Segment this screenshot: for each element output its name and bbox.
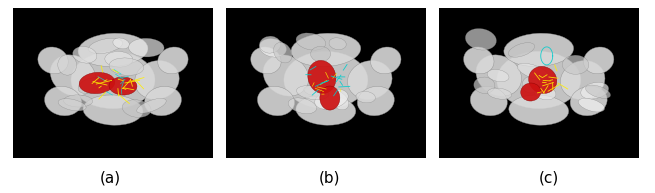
Ellipse shape — [504, 33, 574, 67]
Ellipse shape — [158, 47, 188, 74]
Ellipse shape — [571, 86, 607, 116]
Ellipse shape — [38, 47, 68, 74]
Ellipse shape — [128, 38, 164, 57]
Ellipse shape — [561, 61, 605, 99]
Ellipse shape — [348, 61, 392, 99]
Ellipse shape — [320, 86, 340, 110]
Ellipse shape — [496, 51, 581, 109]
Text: (c): (c) — [539, 170, 559, 185]
Ellipse shape — [308, 60, 336, 93]
Ellipse shape — [58, 55, 77, 75]
Ellipse shape — [474, 77, 495, 93]
Ellipse shape — [563, 55, 589, 74]
Ellipse shape — [358, 86, 394, 116]
Ellipse shape — [314, 89, 348, 109]
Text: (a): (a) — [100, 170, 121, 185]
Ellipse shape — [487, 88, 512, 99]
Ellipse shape — [105, 52, 133, 67]
Ellipse shape — [78, 33, 148, 67]
Ellipse shape — [310, 46, 331, 62]
Ellipse shape — [476, 55, 521, 96]
Ellipse shape — [137, 98, 166, 113]
Ellipse shape — [259, 36, 280, 53]
Ellipse shape — [534, 86, 556, 100]
Ellipse shape — [109, 77, 137, 95]
Ellipse shape — [508, 43, 534, 57]
Ellipse shape — [296, 33, 326, 50]
Ellipse shape — [487, 69, 509, 82]
Ellipse shape — [470, 86, 507, 116]
Ellipse shape — [259, 39, 286, 57]
Ellipse shape — [297, 86, 329, 100]
Ellipse shape — [50, 55, 96, 96]
Ellipse shape — [522, 76, 539, 93]
Ellipse shape — [291, 33, 361, 67]
Ellipse shape — [356, 91, 375, 103]
Ellipse shape — [58, 99, 86, 111]
Text: (b): (b) — [319, 170, 340, 185]
Ellipse shape — [88, 38, 122, 54]
Ellipse shape — [584, 47, 614, 74]
Ellipse shape — [517, 63, 549, 80]
Ellipse shape — [284, 51, 368, 109]
Ellipse shape — [371, 47, 401, 74]
Ellipse shape — [113, 38, 130, 49]
Ellipse shape — [329, 91, 348, 110]
Ellipse shape — [581, 82, 608, 99]
Ellipse shape — [109, 58, 143, 75]
Ellipse shape — [45, 86, 81, 116]
Ellipse shape — [263, 55, 309, 96]
Ellipse shape — [83, 95, 143, 125]
Ellipse shape — [304, 85, 331, 97]
Ellipse shape — [509, 95, 569, 125]
Ellipse shape — [529, 66, 557, 93]
Ellipse shape — [71, 51, 155, 109]
Ellipse shape — [145, 86, 181, 116]
Ellipse shape — [73, 47, 97, 63]
Ellipse shape — [465, 29, 496, 50]
Ellipse shape — [296, 95, 356, 125]
Ellipse shape — [251, 47, 281, 74]
Ellipse shape — [257, 86, 294, 116]
Ellipse shape — [78, 78, 103, 94]
Ellipse shape — [135, 61, 179, 99]
Ellipse shape — [274, 42, 292, 63]
Ellipse shape — [464, 47, 494, 74]
Ellipse shape — [586, 85, 610, 98]
Ellipse shape — [122, 100, 151, 117]
Ellipse shape — [64, 95, 92, 107]
Ellipse shape — [79, 72, 115, 94]
Ellipse shape — [578, 98, 605, 112]
Ellipse shape — [288, 98, 316, 114]
Ellipse shape — [329, 38, 346, 50]
Ellipse shape — [521, 83, 541, 101]
